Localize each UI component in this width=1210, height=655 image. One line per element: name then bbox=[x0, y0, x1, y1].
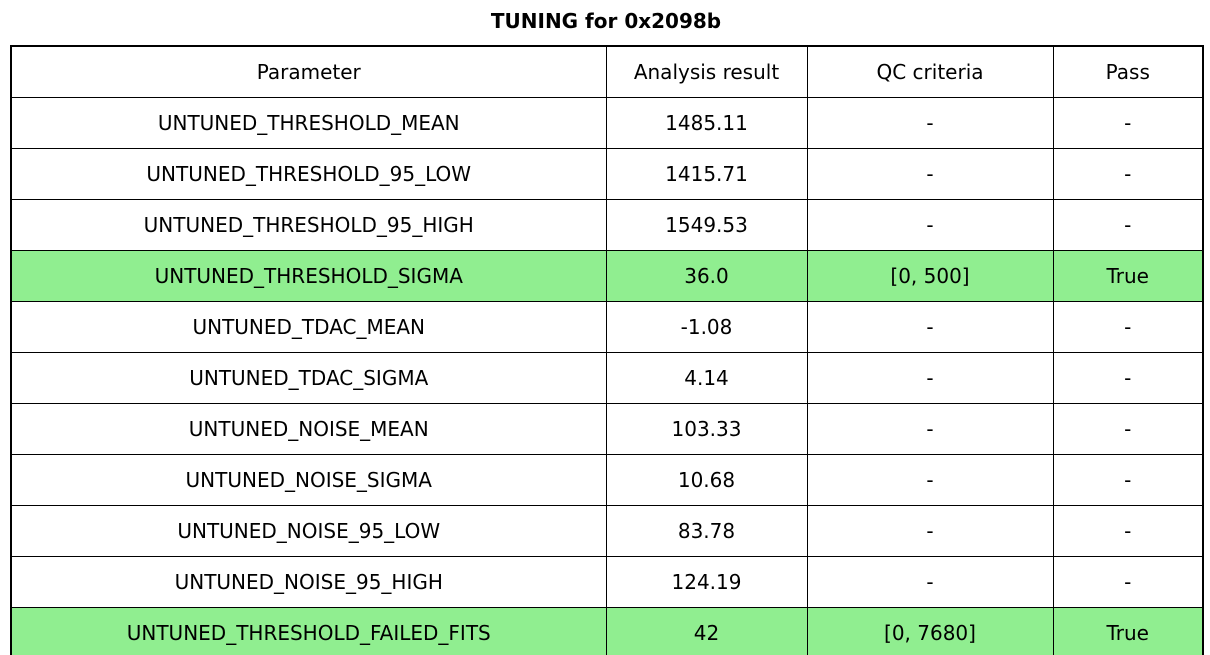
table-row: UNTUNED_THRESHOLD_FAILED_FITS 42 [0, 7680]… bbox=[10, 607, 1204, 655]
parameter-cell: UNTUNED_TDAC_MEAN bbox=[10, 301, 607, 353]
qc-criteria-cell: - bbox=[806, 556, 1054, 608]
column-header-qc-criteria: QC criteria bbox=[806, 45, 1054, 98]
qc-criteria-cell: - bbox=[806, 352, 1054, 404]
table-row: UNTUNED_NOISE_95_HIGH 124.19- - bbox=[10, 556, 1204, 608]
parameter-cell: UNTUNED_NOISE_95_LOW bbox=[10, 505, 607, 557]
pass-cell: True bbox=[1052, 607, 1204, 655]
pass-cell: - bbox=[1052, 148, 1204, 200]
pass-cell: - bbox=[1052, 454, 1204, 506]
table-row: UNTUNED_TDAC_MEAN -1.08- - bbox=[10, 301, 1204, 353]
analysis-result-cell: -1.08 bbox=[605, 301, 808, 353]
qc-criteria-cell: - bbox=[806, 199, 1054, 251]
pass-cell: - bbox=[1052, 556, 1204, 608]
analysis-result-cell: 10.68 bbox=[605, 454, 808, 506]
table-row: UNTUNED_NOISE_95_LOW 83.78- - bbox=[10, 505, 1204, 557]
qc-criteria-cell: - bbox=[806, 505, 1054, 557]
qc-criteria-cell: [0, 7680] bbox=[806, 607, 1054, 655]
figure-title: TUNING for 0x2098b bbox=[490, 9, 722, 33]
qc-table: Parameter Analysis result QC criteria Pa… bbox=[10, 45, 1204, 655]
parameter-cell: UNTUNED_NOISE_MEAN bbox=[10, 403, 607, 455]
qc-criteria-cell: - bbox=[806, 97, 1054, 149]
analysis-result-cell: 83.78 bbox=[605, 505, 808, 557]
parameter-cell: UNTUNED_THRESHOLD_95_HIGH bbox=[10, 199, 607, 251]
parameter-cell: UNTUNED_NOISE_SIGMA bbox=[10, 454, 607, 506]
analysis-result-cell: 4.14 bbox=[605, 352, 808, 404]
qc-criteria-cell: - bbox=[806, 148, 1054, 200]
column-header-parameter: Parameter bbox=[10, 45, 607, 98]
table-row: UNTUNED_TDAC_SIGMA 4.14- - bbox=[10, 352, 1204, 404]
parameter-cell: UNTUNED_THRESHOLD_95_LOW bbox=[10, 148, 607, 200]
qc-criteria-cell: - bbox=[806, 301, 1054, 353]
pass-cell: True bbox=[1052, 250, 1204, 302]
qc-criteria-cell: - bbox=[806, 454, 1054, 506]
header-row: Parameter Analysis result QC criteria Pa… bbox=[10, 45, 1204, 98]
parameter-cell: UNTUNED_TDAC_SIGMA bbox=[10, 352, 607, 404]
parameter-cell: UNTUNED_THRESHOLD_MEAN bbox=[10, 97, 607, 149]
table-row: UNTUNED_THRESHOLD_95_LOW 1415.71- - bbox=[10, 148, 1204, 200]
column-header-analysis-result: Analysis result bbox=[605, 45, 808, 98]
table-row: UNTUNED_NOISE_SIGMA 10.68- - bbox=[10, 454, 1204, 506]
pass-cell: - bbox=[1052, 352, 1204, 404]
table-row: UNTUNED_THRESHOLD_95_HIGH 1549.53- - bbox=[10, 199, 1204, 251]
pass-cell: - bbox=[1052, 505, 1204, 557]
analysis-result-cell: 36.0 bbox=[605, 250, 808, 302]
qc-criteria-cell: [0, 500] bbox=[806, 250, 1054, 302]
table-row: UNTUNED_THRESHOLD_SIGMA 36.0 [0, 500] True bbox=[10, 250, 1204, 302]
parameter-cell: UNTUNED_THRESHOLD_FAILED_FITS bbox=[10, 607, 607, 655]
qc-criteria-cell: - bbox=[806, 403, 1054, 455]
analysis-result-cell: 1415.71 bbox=[605, 148, 808, 200]
analysis-result-cell: 103.33 bbox=[605, 403, 808, 455]
analysis-result-cell: 124.19 bbox=[605, 556, 808, 608]
analysis-result-cell: 1549.53 bbox=[605, 199, 808, 251]
parameter-cell: UNTUNED_NOISE_95_HIGH bbox=[10, 556, 607, 608]
table-body: UNTUNED_THRESHOLD_MEAN 1485.11- - UNTUNED_T… bbox=[10, 97, 1204, 655]
pass-cell: - bbox=[1052, 403, 1204, 455]
table-row: UNTUNED_NOISE_MEAN 103.33- - bbox=[10, 403, 1204, 455]
analysis-result-cell: 1485.11 bbox=[605, 97, 808, 149]
pass-cell: - bbox=[1052, 301, 1204, 353]
column-header-pass: Pass bbox=[1052, 45, 1204, 98]
analysis-result-cell: 42 bbox=[605, 607, 808, 655]
pass-cell: - bbox=[1052, 97, 1204, 149]
parameter-cell: UNTUNED_THRESHOLD_SIGMA bbox=[10, 250, 607, 302]
pass-cell: - bbox=[1052, 199, 1204, 251]
table-row: UNTUNED_THRESHOLD_MEAN 1485.11- - bbox=[10, 97, 1204, 149]
